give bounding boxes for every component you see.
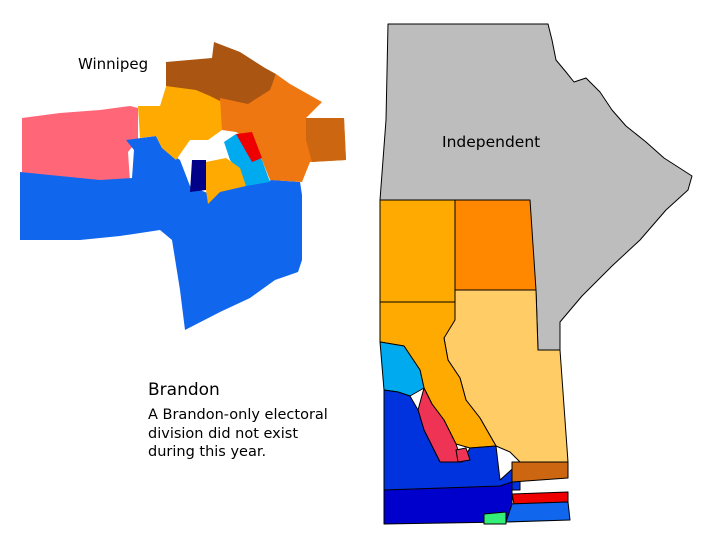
winnipeg-division-far-east-orange[interactable]: [306, 118, 346, 162]
division-small-red[interactable]: [455, 447, 471, 463]
winnipeg-division-sky[interactable]: [224, 134, 270, 186]
division-south-green[interactable]: [483, 511, 507, 525]
winnipeg-division-north-brown[interactable]: [166, 42, 276, 106]
brandon-note: A Brandon-only electoral division did no…: [148, 407, 328, 460]
winnipeg-division-navy[interactable]: [190, 160, 206, 192]
winnipeg-division-west-pink[interactable]: [22, 106, 138, 186]
winnipeg-division-south-blue[interactable]: [20, 136, 302, 330]
winnipeg-division-central-orange[interactable]: [138, 80, 222, 160]
division-southeast-orange[interactable]: [511, 461, 569, 483]
independent-label: Independent: [442, 133, 540, 151]
division-north-west-orange[interactable]: [379, 199, 456, 303]
winnipeg-label: Winnipeg: [78, 55, 148, 73]
division-south-navy[interactable]: [383, 481, 513, 525]
manitoba-province: [379, 23, 693, 525]
winnipeg-division-tan[interactable]: [206, 158, 246, 204]
winnipeg-division-red[interactable]: [236, 132, 262, 162]
winnipeg-inset: [20, 42, 346, 330]
brandon-label: Brandon: [148, 380, 220, 400]
division-southeast-blue[interactable]: [505, 501, 571, 523]
division-north-east-orange[interactable]: [454, 199, 537, 291]
